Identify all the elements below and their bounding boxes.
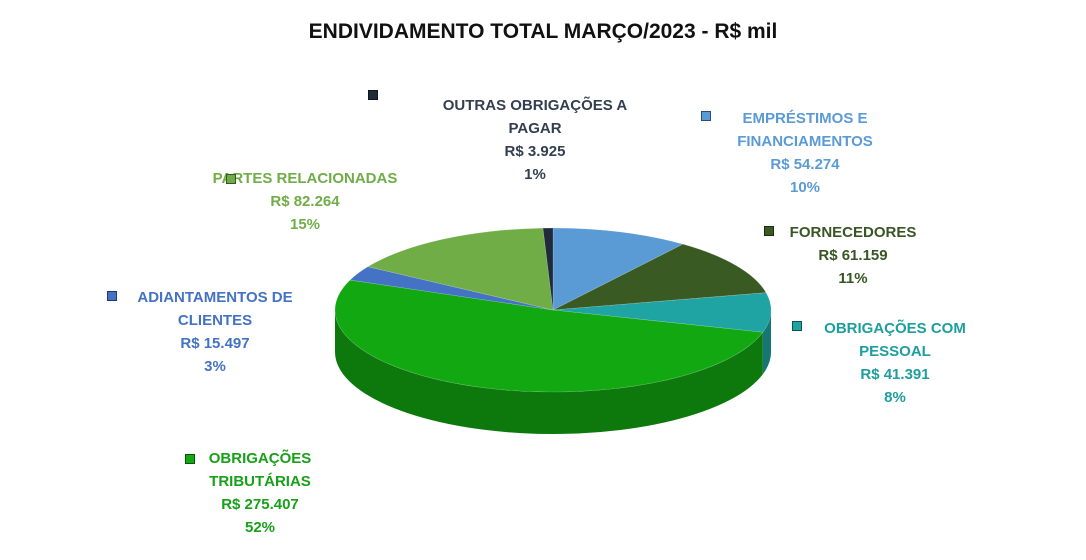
pie-slice xyxy=(542,227,554,311)
data-label: OBRIGAÇÕES COM PESSOAL R$ 41.391 8% xyxy=(800,317,990,409)
value-label: R$ 41.391 xyxy=(860,366,930,383)
category-label: ADIANTAMENTOS DE CLIENTES xyxy=(137,289,293,329)
percent-label: 10% xyxy=(789,179,821,196)
value-label: R$ 54.274 xyxy=(770,156,840,173)
legend-marker xyxy=(764,226,774,236)
percent-label: 8% xyxy=(884,389,906,406)
data-label: ADIANTAMENTOS DE CLIENTES R$ 15.497 3% xyxy=(100,286,330,378)
category-label: EMPRÉSTIMOS E FINANCIAMENTOS xyxy=(737,110,873,150)
category-label: OUTRAS OBRIGAÇÕES A PAGAR xyxy=(442,97,628,137)
pie-slice xyxy=(552,227,684,311)
legend-marker xyxy=(226,174,236,184)
data-label: OBRIGAÇÕES TRIBUTÁRIAS R$ 275.407 52% xyxy=(185,447,335,539)
legend-marker xyxy=(107,291,117,301)
pie-slice xyxy=(552,243,767,311)
data-label: PARTES RELACIONADAS R$ 82.264 15% xyxy=(210,167,400,236)
value-label: R$ 275.407 xyxy=(221,496,299,513)
category-label: FORNECEDORES xyxy=(789,224,917,241)
percent-label: 11% xyxy=(838,270,868,287)
legend-marker xyxy=(185,454,195,464)
legend-marker xyxy=(792,321,802,331)
data-label: EMPRÉSTIMOS E FINANCIAMENTOS R$ 54.274 10% xyxy=(710,107,900,199)
data-label: OUTRAS OBRIGAÇÕES A PAGAR R$ 3.925 1% xyxy=(415,94,655,186)
value-label: R$ 61.159 xyxy=(818,247,888,264)
percent-label: 52% xyxy=(244,519,276,536)
legend-marker xyxy=(701,111,711,121)
pie-slice xyxy=(334,279,764,393)
category-label: OBRIGAÇÕES TRIBUTÁRIAS xyxy=(208,450,312,490)
pie-slice-side xyxy=(762,310,771,375)
percent-label: 15% xyxy=(289,216,321,233)
value-label: R$ 15.497 xyxy=(180,335,250,352)
data-label: FORNECEDORES R$ 61.159 11% xyxy=(768,221,938,290)
percent-label: 3% xyxy=(204,358,226,375)
pie-slice xyxy=(367,227,554,311)
category-label: PARTES RELACIONADAS xyxy=(212,170,398,187)
pie-slice xyxy=(552,292,772,333)
value-label: R$ 3.925 xyxy=(504,143,566,160)
chart-title: ENDIVIDAMENTO TOTAL MARÇO/2023 - R$ mil xyxy=(308,20,778,43)
pie-slice xyxy=(349,266,554,311)
value-label: R$ 82.264 xyxy=(270,193,340,210)
percent-label: 1% xyxy=(524,166,546,183)
category-label: OBRIGAÇÕES COM PESSOAL xyxy=(824,320,966,360)
pie-slice-side xyxy=(335,310,763,434)
legend-marker xyxy=(368,90,378,100)
